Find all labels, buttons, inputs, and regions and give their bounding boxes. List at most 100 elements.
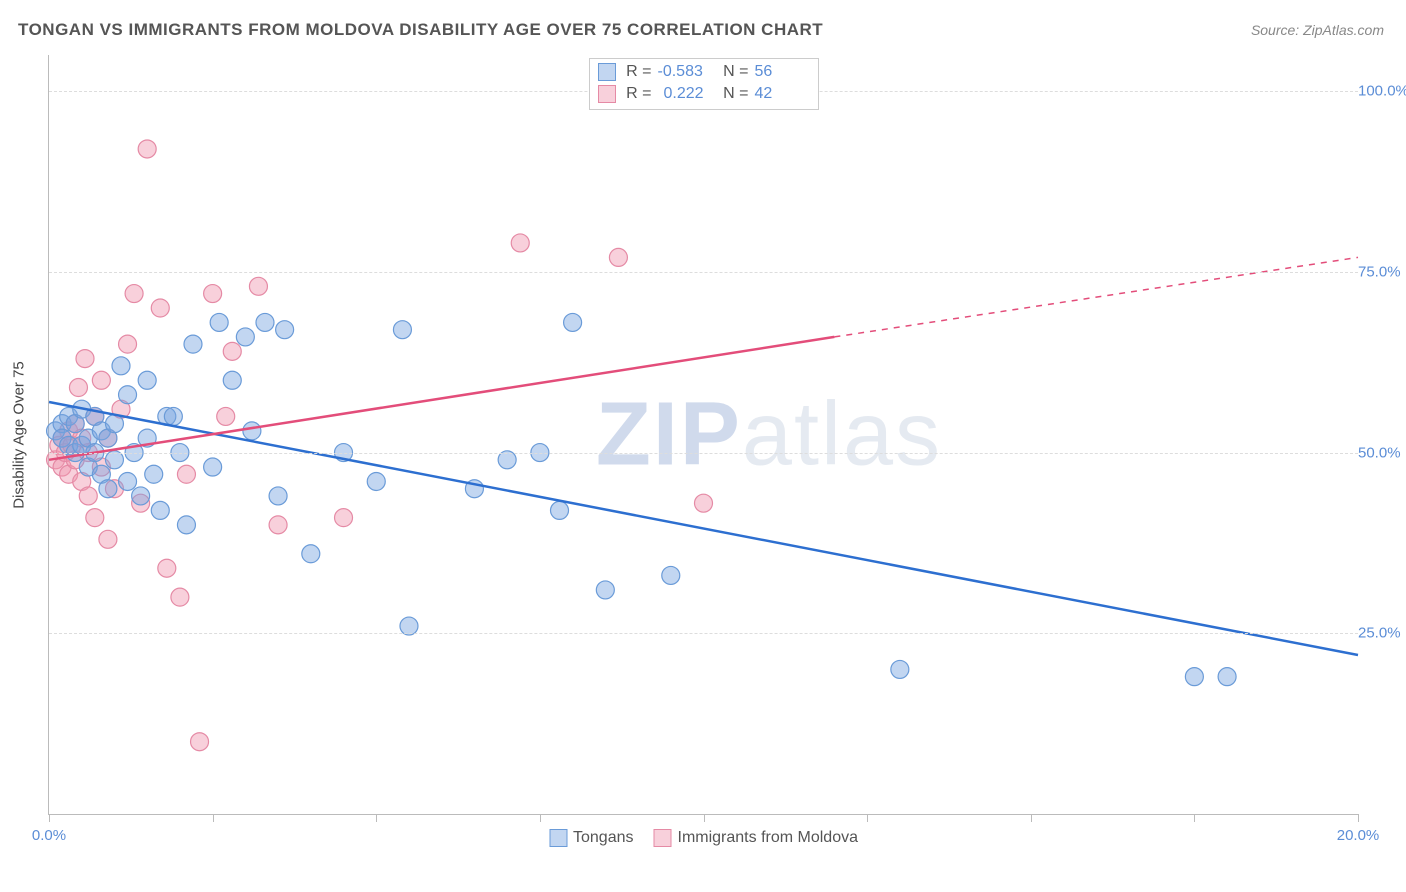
- x-tick: [704, 814, 705, 822]
- scatter-point: [223, 371, 241, 389]
- grid-line: [49, 453, 1358, 454]
- chart-title: TONGAN VS IMMIGRANTS FROM MOLDOVA DISABI…: [18, 20, 823, 40]
- legend-item-moldova: Immigrants from Moldova: [654, 829, 859, 847]
- r-label: R =: [622, 83, 652, 105]
- scatter-point: [76, 350, 94, 368]
- regression-line-moldova: [49, 337, 834, 460]
- scatter-point: [236, 328, 254, 346]
- x-tick: [376, 814, 377, 822]
- r-label: R =: [622, 61, 652, 83]
- scatter-point: [276, 321, 294, 339]
- scatter-point: [125, 285, 143, 303]
- legend-stats: R = -0.583 N = 56 R = 0.222 N = 42: [589, 58, 819, 110]
- scatter-point: [79, 487, 97, 505]
- legend-stats-row: R = -0.583 N = 56: [598, 61, 810, 83]
- source-value: ZipAtlas.com: [1303, 22, 1384, 38]
- y-axis-label: Disability Age Over 75: [11, 361, 28, 509]
- x-tick: [49, 814, 50, 822]
- scatter-point: [119, 472, 137, 490]
- y-tick-label: 50.0%: [1358, 444, 1406, 461]
- n-label: N =: [719, 83, 749, 105]
- scatter-point: [1218, 668, 1236, 686]
- legend-item-tongans: Tongans: [549, 829, 634, 847]
- scatter-point: [302, 545, 320, 563]
- grid-line: [49, 272, 1358, 273]
- correlation-chart: TONGAN VS IMMIGRANTS FROM MOLDOVA DISABI…: [0, 0, 1406, 892]
- scatter-point: [171, 588, 189, 606]
- source-attribution: Source: ZipAtlas.com: [1251, 22, 1384, 38]
- x-tick-label: 20.0%: [1337, 827, 1380, 844]
- plot-area: ZIPatlas Disability Age Over 75 R = -0.5…: [48, 55, 1358, 815]
- scatter-point: [891, 660, 909, 678]
- scatter-point: [695, 494, 713, 512]
- legend-swatch-moldova: [598, 85, 616, 103]
- scatter-point: [204, 285, 222, 303]
- scatter-point: [177, 516, 195, 534]
- legend-stats-row: R = 0.222 N = 42: [598, 83, 810, 105]
- source-label: Source:: [1251, 22, 1299, 38]
- scatter-point: [335, 509, 353, 527]
- legend-swatch-icon: [549, 829, 567, 847]
- scatter-point: [217, 407, 235, 425]
- scatter-point: [551, 501, 569, 519]
- r-value-tongans: -0.583: [658, 61, 713, 83]
- scatter-point: [99, 480, 117, 498]
- scatter-point: [223, 342, 241, 360]
- r-value-moldova: 0.222: [658, 83, 713, 105]
- y-tick-label: 25.0%: [1358, 625, 1406, 642]
- scatter-point: [269, 487, 287, 505]
- grid-line: [49, 633, 1358, 634]
- scatter-point: [145, 465, 163, 483]
- x-tick: [1358, 814, 1359, 822]
- scatter-point: [92, 371, 110, 389]
- scatter-point: [393, 321, 411, 339]
- legend-label-tongans: Tongans: [573, 829, 634, 847]
- scatter-point: [243, 422, 261, 440]
- scatter-point: [119, 386, 137, 404]
- scatter-point: [249, 277, 267, 295]
- y-tick-label: 100.0%: [1358, 83, 1406, 100]
- x-tick-label: 0.0%: [32, 827, 66, 844]
- scatter-point: [99, 530, 117, 548]
- x-tick: [1194, 814, 1195, 822]
- scatter-point: [132, 487, 150, 505]
- x-tick: [1031, 814, 1032, 822]
- scatter-point: [596, 581, 614, 599]
- scatter-point: [609, 248, 627, 266]
- scatter-point: [184, 335, 202, 353]
- plot-svg: [49, 55, 1358, 814]
- scatter-point: [105, 415, 123, 433]
- scatter-point: [112, 357, 130, 375]
- y-tick-label: 75.0%: [1358, 263, 1406, 280]
- scatter-point: [86, 509, 104, 527]
- scatter-point: [138, 371, 156, 389]
- x-tick: [213, 814, 214, 822]
- legend-swatch-icon: [654, 829, 672, 847]
- scatter-point: [158, 559, 176, 577]
- scatter-point: [119, 335, 137, 353]
- scatter-point: [511, 234, 529, 252]
- scatter-point: [191, 733, 209, 751]
- scatter-point: [269, 516, 287, 534]
- scatter-point: [138, 140, 156, 158]
- legend-series: Tongans Immigrants from Moldova: [549, 829, 858, 847]
- scatter-point: [256, 313, 274, 331]
- scatter-point: [367, 472, 385, 490]
- regression-line-tongans: [49, 402, 1358, 655]
- legend-label-moldova: Immigrants from Moldova: [678, 829, 859, 847]
- x-tick: [540, 814, 541, 822]
- legend-swatch-tongans: [598, 63, 616, 81]
- scatter-point: [151, 299, 169, 317]
- scatter-point: [210, 313, 228, 331]
- scatter-point: [204, 458, 222, 476]
- scatter-point: [1185, 668, 1203, 686]
- n-label: N =: [719, 61, 749, 83]
- n-value-moldova: 42: [755, 83, 810, 105]
- regression-line-moldova-extrapolated: [834, 257, 1358, 337]
- scatter-point: [151, 501, 169, 519]
- x-tick: [867, 814, 868, 822]
- n-value-tongans: 56: [755, 61, 810, 83]
- scatter-point: [564, 313, 582, 331]
- scatter-point: [164, 407, 182, 425]
- scatter-point: [177, 465, 195, 483]
